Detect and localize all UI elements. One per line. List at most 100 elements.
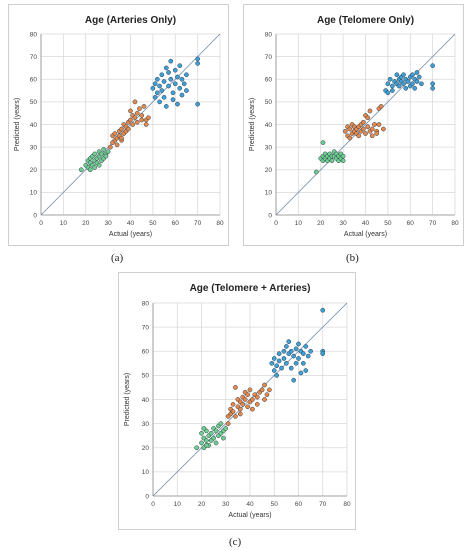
- data-point: [385, 90, 391, 96]
- data-point: [264, 392, 270, 398]
- data-point: [245, 392, 250, 398]
- data-point: [291, 377, 296, 383]
- y-tick-label: 40: [265, 122, 273, 129]
- data-point: [139, 113, 145, 118]
- data-point: [195, 61, 200, 66]
- data-point: [320, 351, 326, 357]
- x-tick-label: 80: [216, 220, 224, 227]
- data-point: [259, 387, 265, 393]
- data-point: [284, 360, 289, 366]
- data-point: [369, 133, 375, 139]
- data-point: [237, 411, 243, 417]
- data-point: [320, 307, 326, 313]
- data-point: [396, 83, 402, 89]
- y-tick-label: 0: [268, 212, 272, 219]
- data-point: [125, 126, 131, 132]
- data-point: [405, 79, 411, 84]
- x-tick-label: 70: [429, 220, 437, 227]
- data-point: [347, 126, 353, 132]
- data-point: [286, 339, 292, 344]
- data-point: [213, 440, 219, 446]
- data-point: [250, 397, 255, 402]
- y-tick-label: 10: [30, 190, 38, 197]
- series-1: [225, 382, 272, 426]
- data-point: [199, 430, 204, 436]
- data-point: [279, 365, 284, 371]
- data-point: [262, 382, 267, 388]
- x-tick-label: 70: [194, 220, 202, 227]
- y-tick-label: 30: [142, 421, 150, 428]
- data-point: [134, 119, 140, 125]
- data-point: [374, 131, 380, 136]
- y-tick-label: 0: [33, 212, 37, 219]
- data-point: [262, 397, 267, 402]
- data-point: [233, 414, 238, 419]
- y-tick-label: 20: [265, 167, 273, 174]
- data-point: [410, 81, 415, 87]
- data-point: [181, 81, 187, 87]
- chart-title: Age (Arteries Only): [85, 15, 176, 26]
- data-point: [134, 110, 140, 116]
- data-point: [168, 58, 174, 64]
- x-tick-label: 80: [343, 501, 351, 508]
- data-point: [237, 406, 243, 412]
- data-point: [172, 67, 178, 73]
- data-point: [271, 368, 277, 373]
- data-point: [163, 104, 169, 109]
- data-point: [274, 373, 280, 378]
- data-point: [296, 341, 301, 347]
- data-point: [271, 356, 277, 361]
- data-point: [269, 360, 275, 366]
- y-tick-label: 70: [30, 54, 38, 61]
- data-point: [274, 363, 280, 369]
- data-point: [152, 95, 158, 100]
- data-point: [293, 360, 299, 366]
- y-tick-label: 20: [142, 445, 150, 452]
- caption-a: (a): [111, 252, 124, 264]
- data-point: [101, 147, 107, 152]
- data-point: [250, 406, 255, 412]
- x-tick-label: 40: [246, 501, 254, 508]
- y-axis-label: Predicted (years): [124, 373, 131, 426]
- data-point: [92, 165, 98, 170]
- x-axis-label: Actual (years): [228, 512, 271, 519]
- data-point: [414, 70, 420, 75]
- x-tick-label: 10: [174, 501, 182, 508]
- data-point: [363, 131, 368, 136]
- data-point: [305, 353, 311, 359]
- data-point: [372, 122, 377, 127]
- data-point: [247, 387, 253, 393]
- data-point: [313, 169, 319, 175]
- caption-b: (b): [346, 252, 359, 264]
- data-point: [143, 122, 149, 127]
- data-point: [132, 99, 138, 105]
- data-point: [390, 88, 395, 93]
- data-point: [204, 442, 209, 448]
- y-tick-label: 80: [30, 31, 38, 38]
- x-tick-label: 0: [151, 501, 155, 508]
- data-point: [376, 122, 382, 127]
- data-point: [96, 162, 102, 168]
- data-point: [141, 104, 147, 109]
- series-0: [78, 147, 111, 173]
- chart-title: Age (Telomere Only): [317, 15, 414, 26]
- y-tick-label: 70: [265, 54, 273, 61]
- y-tick-label: 40: [30, 122, 38, 129]
- x-tick-label: 50: [271, 501, 279, 508]
- series-1: [343, 104, 386, 141]
- data-point: [340, 153, 346, 159]
- scatter-chart-c: Age (Telomere + Arteries) 0 10 20 30 40 50 60 70…: [124, 283, 351, 519]
- series-0: [194, 421, 229, 451]
- identity-line: [152, 302, 348, 497]
- y-tick-label: 80: [265, 31, 273, 38]
- data-point: [139, 117, 145, 123]
- data-point: [276, 351, 282, 357]
- data-point: [146, 115, 151, 121]
- data-point: [308, 348, 313, 354]
- data-point: [199, 440, 204, 446]
- data-point: [245, 404, 250, 410]
- y-tick-label: 80: [142, 300, 150, 307]
- x-tick-label: 50: [384, 220, 392, 227]
- data-point: [195, 56, 200, 62]
- chart-title: Age (Telomere + Arteries): [190, 283, 311, 294]
